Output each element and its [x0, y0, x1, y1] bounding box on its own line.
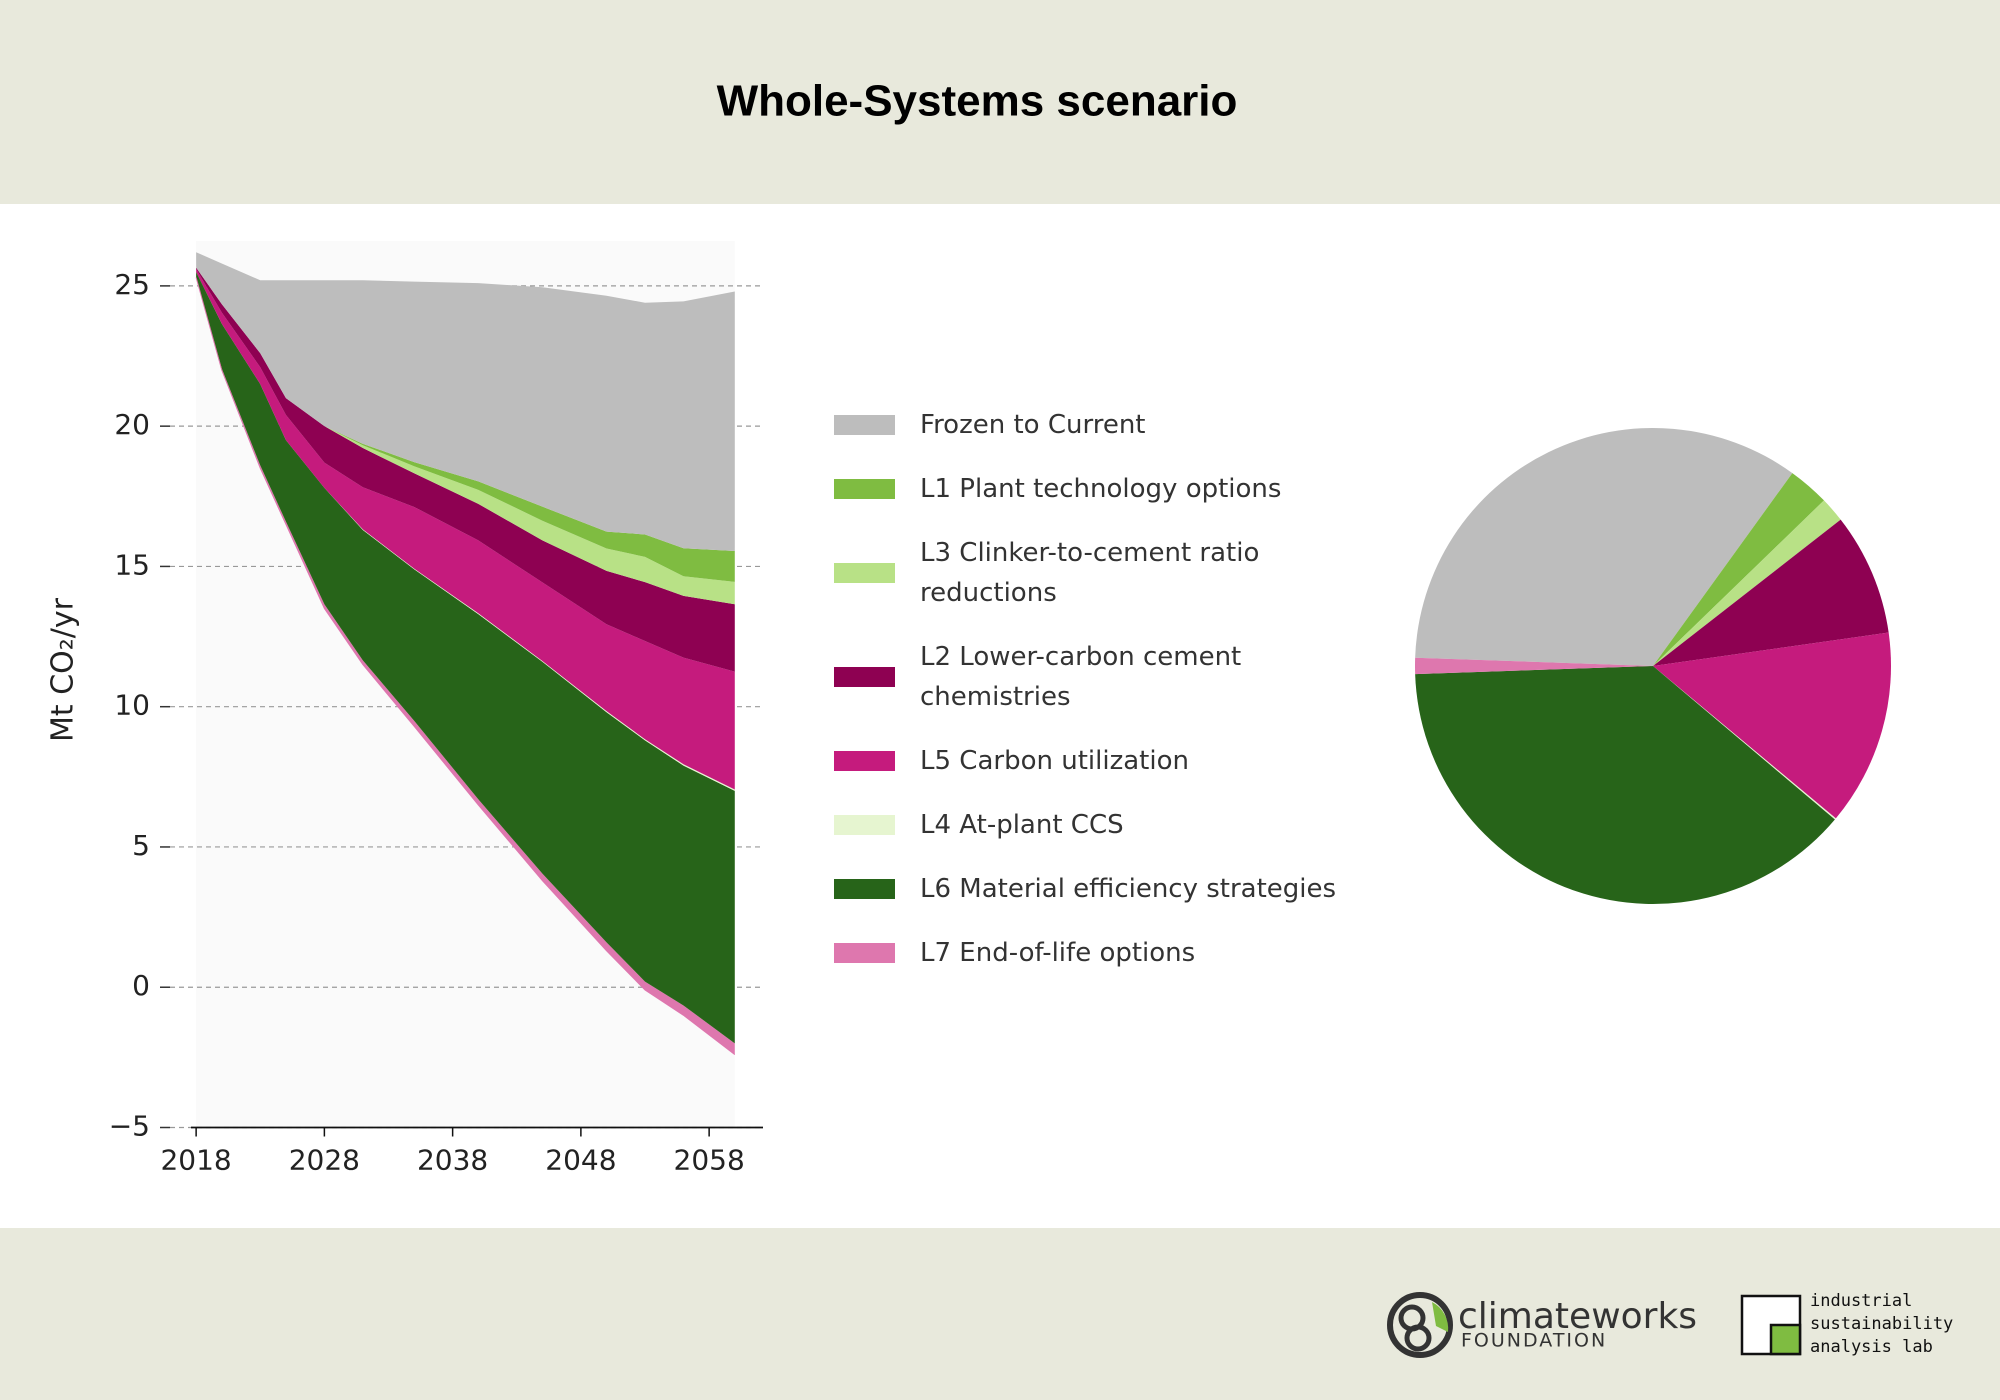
legend-label: L6 Material efficiency strategies	[920, 874, 1337, 904]
y-tick-label: 25	[114, 268, 150, 301]
logo-text: climateworks	[1458, 1296, 1697, 1337]
legend-entry: L2 Lower-carbon cement chemistries	[834, 637, 1354, 717]
legend-entry: L5 Carbon utilization	[834, 741, 1354, 781]
logo-line: analysis lab	[1810, 1337, 1933, 1357]
legend-patch	[834, 415, 895, 435]
pie-slice	[1653, 632, 1892, 819]
x-tick-label: 2048	[545, 1144, 616, 1177]
y-tick-label: 10	[114, 689, 150, 722]
legend-entry: L3 Clinker-to-cement ratio reductions	[834, 533, 1354, 613]
pie-slice	[1653, 473, 1824, 666]
legend-patch	[834, 943, 895, 963]
logo-leaf	[1432, 1302, 1449, 1332]
y-tick-label: −5	[109, 1110, 150, 1143]
x-tick-label: 2038	[417, 1144, 488, 1177]
legend-label: L7 End-of-life options	[920, 938, 1196, 968]
logo-square	[1769, 1323, 1802, 1356]
legend-entry: L6 Material efficiency strategies	[834, 869, 1354, 909]
legend-label: Frozen to Current	[920, 410, 1146, 440]
y-axis-label: Mt CO₂/yr	[46, 597, 81, 742]
legend: Frozen to Current L1 Plant technology opt…	[834, 405, 1354, 973]
legend-label: L2 Lower-carbon cement chemistries	[920, 642, 1242, 712]
y-tick-label: 15	[114, 548, 150, 581]
pie-slice	[1415, 657, 1653, 675]
pie-slice	[1415, 428, 1793, 666]
legend-entry: L7 End-of-life options	[834, 933, 1354, 973]
footer-band	[0, 1228, 2000, 1400]
area	[196, 252, 735, 551]
legend-patch	[834, 751, 895, 771]
legend-label: L4 At-plant CCS	[920, 810, 1124, 840]
header-band	[0, 0, 2000, 204]
logo-line: industrial	[1810, 1291, 1912, 1311]
plot-area: −5 0 5 10 15 20 25 2018 2028 2038 2048 2058	[109, 241, 1892, 1177]
logo-ring	[1404, 1324, 1432, 1352]
area	[196, 269, 735, 790]
logo-subtext: FOUNDATION	[1461, 1330, 1607, 1352]
y-tick-label: 0	[132, 969, 150, 1002]
legend-label: L5 Carbon utilization	[920, 746, 1189, 776]
legend-entry: L4 At-plant CCS	[834, 805, 1354, 845]
legend-label: L1 Plant technology options	[920, 474, 1282, 504]
pie-slice	[1653, 500, 1841, 666]
pie-slice	[1653, 666, 1836, 820]
legend-patch	[834, 563, 895, 583]
x-tick-label: 2058	[674, 1144, 745, 1177]
isal-logo: industrial sustainability analysis lab	[1740, 1291, 1953, 1357]
baseline-edge	[195, 277, 736, 1055]
y-tick-label: 5	[132, 829, 150, 862]
legend-patch	[834, 479, 895, 499]
legend-entry: Frozen to Current	[834, 405, 1354, 445]
legend-patch	[834, 815, 895, 835]
legend-patch	[834, 667, 895, 687]
legend-entry: L1 Plant technology options	[834, 469, 1354, 509]
climateworks-logo: climateworks FOUNDATION	[1387, 1292, 1697, 1358]
legend-patch	[834, 879, 895, 899]
logo-line: sustainability	[1810, 1314, 1953, 1334]
page-title: Whole-Systems scenario	[717, 77, 1238, 126]
area	[196, 271, 735, 1044]
legend-label: L3 Clinker-to-cement ratio reductions	[920, 538, 1260, 608]
logo-ring	[1387, 1292, 1453, 1358]
pie-slice	[1415, 666, 1835, 904]
x-tick-label: 2028	[289, 1144, 360, 1177]
x-tick-label: 2018	[160, 1144, 231, 1177]
y-tick-label: 20	[114, 408, 150, 441]
pie-slice	[1653, 519, 1889, 666]
area	[196, 267, 735, 582]
area	[196, 267, 735, 672]
